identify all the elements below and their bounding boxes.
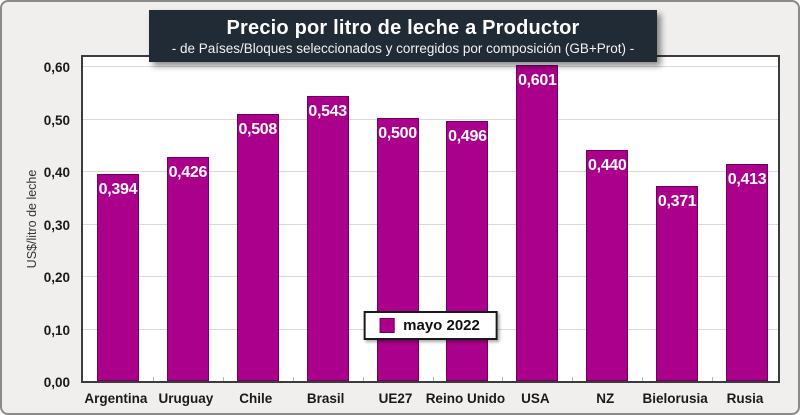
bar: 0,371 (656, 186, 699, 381)
x-axis-tick (712, 377, 713, 381)
bar: 0,601 (516, 65, 559, 381)
x-tick-label: USA (521, 391, 550, 406)
grid-line (83, 276, 778, 277)
bar-value-label: 0,500 (378, 125, 417, 142)
chart-subtitle: - de Países/Bloques seleccionados y corr… (171, 40, 635, 56)
bar: 0,508 (236, 114, 279, 381)
x-axis-tick (223, 377, 224, 381)
grid-line (83, 223, 778, 225)
x-axis-tick (293, 377, 294, 381)
grid-line (83, 171, 778, 172)
x-axis-tick (433, 377, 434, 381)
y-tick-label: 0,30 (43, 217, 70, 233)
x-axis-labels: Argentina Uruguay Chile Brasil UE27 Reino Uni… (81, 391, 780, 411)
x-tick-label: Reino Unido (425, 391, 506, 406)
bar-value-label: 0,371 (657, 193, 697, 210)
grid-line (83, 118, 778, 120)
bar: 0,426 (166, 157, 209, 381)
bar-value-label: 0,601 (518, 72, 557, 89)
bar: 0,440 (586, 150, 629, 381)
chart-title: Precio por litro de leche a Productor (226, 16, 580, 39)
x-axis-tick (363, 377, 364, 381)
x-axis-tick (642, 377, 643, 381)
x-tick-label: Chile (239, 391, 273, 406)
x-tick-label: Rusia (726, 391, 764, 406)
x-tick-label: Brasil (306, 391, 345, 406)
legend-label: mayo 2022 (403, 317, 480, 334)
x-axis-tick (502, 377, 503, 381)
y-tick-label: 0,50 (43, 112, 70, 128)
bar: 0,394 (96, 174, 139, 381)
bar-value-label: 0,394 (98, 181, 138, 198)
bar: 0,496 (446, 121, 489, 381)
y-axis-ticks: 0,00 0,10 0,20 0,30 0,40 0,50 0,60 (2, 2, 70, 413)
y-tick-label: 0,40 (43, 165, 70, 180)
chart-title-box: Precio por litro de leche a Productor - … (149, 10, 657, 62)
y-tick-label: 0,10 (43, 322, 70, 338)
bar-value-label: 0,508 (238, 121, 278, 138)
grid-line (83, 66, 778, 67)
legend: mayo 2022 (363, 311, 498, 340)
y-tick-label: 0,20 (43, 270, 70, 285)
bar: 0,543 (306, 96, 349, 381)
bar: 0,500 (376, 118, 419, 381)
x-axis-tick (572, 377, 573, 381)
plot-area: 0,394 0,426 0,508 0,543 0,500 0,496 0,601 0,440… (81, 55, 780, 383)
y-tick-label: 0,00 (43, 375, 70, 390)
bar-value-label: 0,543 (308, 103, 347, 120)
legend-swatch-icon (379, 318, 395, 333)
x-tick-label: Argentina (84, 391, 148, 406)
x-tick-label: Uruguay (158, 391, 214, 406)
x-tick-label: NZ (596, 391, 615, 406)
bar-value-label: 0,440 (587, 157, 627, 174)
bar: 0,413 (726, 164, 769, 381)
bar-value-label: 0,426 (168, 164, 208, 181)
bar-value-label: 0,496 (448, 128, 487, 145)
bar-value-label: 0,413 (727, 171, 767, 188)
x-tick-label: UE27 (378, 391, 413, 406)
x-axis-tick (153, 377, 154, 381)
x-tick-label: Bielorusia (642, 391, 708, 406)
y-tick-label: 0,60 (43, 60, 70, 75)
